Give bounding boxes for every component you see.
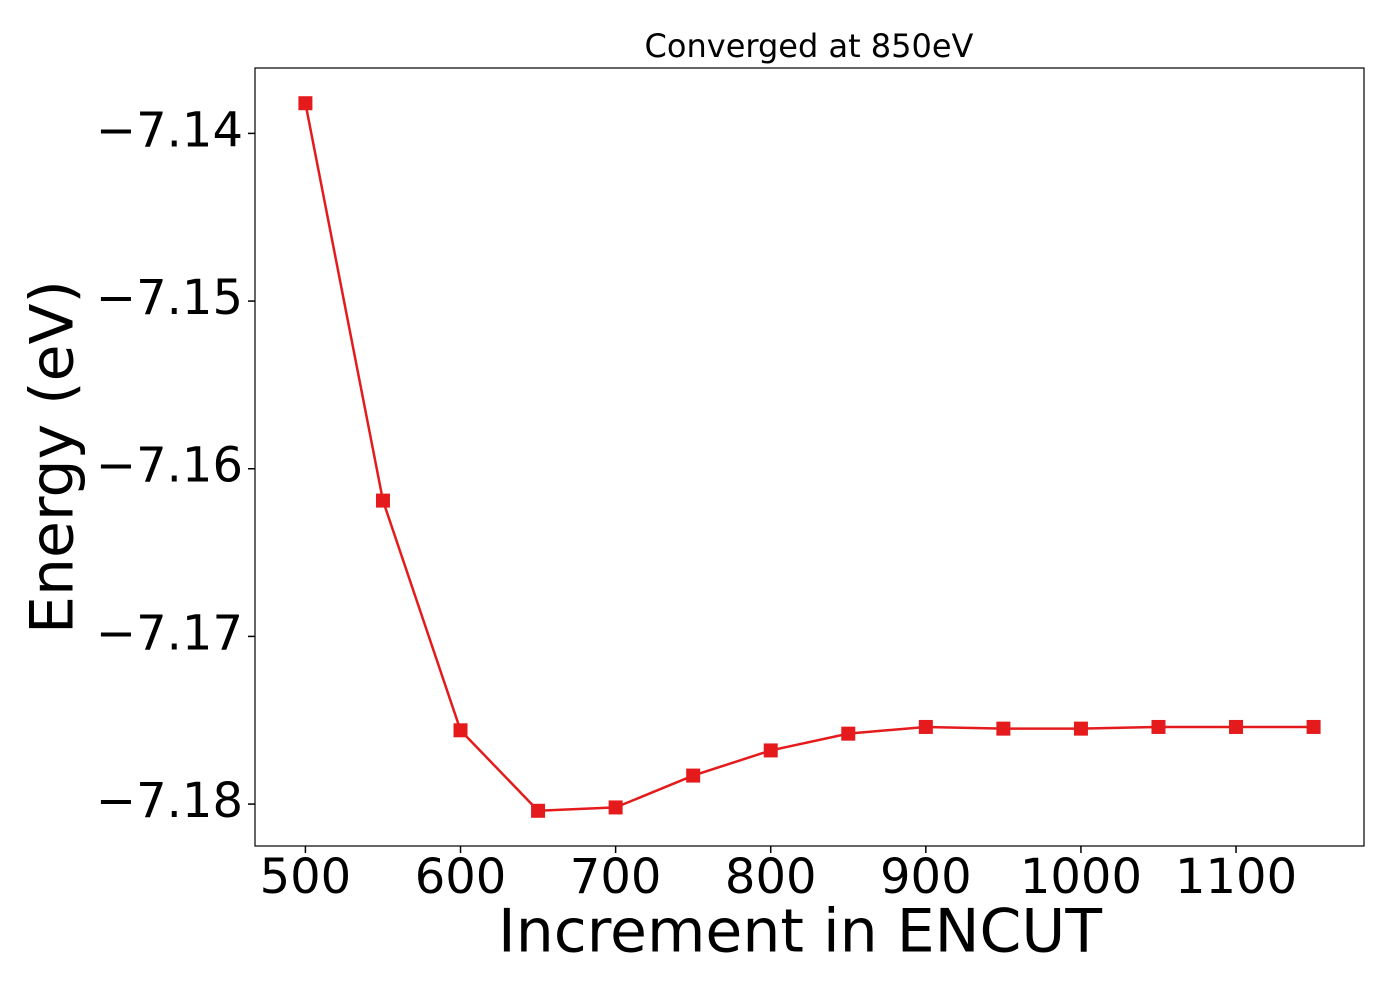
data-point [1073,721,1088,736]
x-tick-label: 900 [880,849,972,905]
data-point [686,768,701,783]
x-tick-label: 600 [415,849,507,905]
y-tick-label: −7.16 [96,438,243,494]
x-tick-label: 1100 [1175,849,1297,905]
data-point [608,800,623,815]
data-point [1306,719,1321,734]
x-tick-label: 1000 [1020,849,1142,905]
data-point [841,726,856,741]
data-point [531,803,546,818]
y-tick-label: −7.17 [96,605,243,661]
chart-title: Converged at 850eV [645,27,974,65]
y-tick-label: −7.15 [96,270,243,326]
data-point [375,493,390,508]
data-point [298,96,313,111]
data-point [453,723,468,738]
data-line [304,102,1314,813]
x-axis-label: Increment in ENCUT [498,897,1102,967]
data-point [918,719,933,734]
y-tick-label: −7.18 [96,773,243,829]
x-tick-label: 500 [260,849,352,905]
y-axis-label: Energy (eV) [18,280,88,634]
x-tick-label: 700 [570,849,662,905]
plot-frame [254,67,1365,847]
data-point [1151,719,1166,734]
data-point [1229,719,1244,734]
y-tick-label: −7.14 [96,102,243,158]
data-point [763,743,778,758]
data-point [996,721,1011,736]
x-tick-label: 800 [725,849,817,905]
